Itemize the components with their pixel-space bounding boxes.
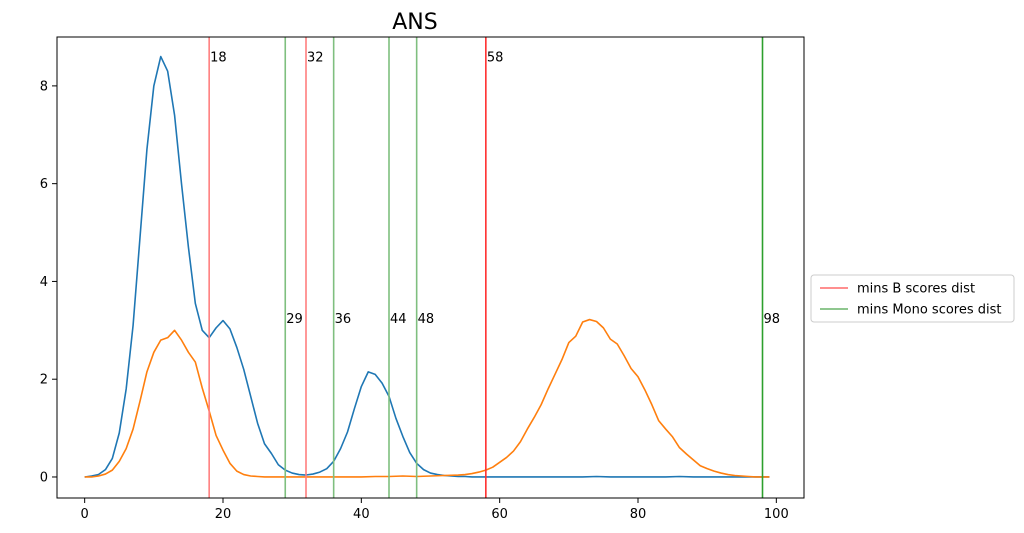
x-tick-label-60: 60 bbox=[491, 507, 508, 522]
y-tick-label-0: 0 bbox=[40, 470, 48, 485]
y-tick-label-8: 8 bbox=[40, 79, 48, 94]
x-tick-label-40: 40 bbox=[353, 507, 370, 522]
legend-box bbox=[810, 274, 1015, 323]
x-tick-label-100: 100 bbox=[764, 507, 789, 522]
axes-frame bbox=[56, 36, 805, 499]
series-line-0 bbox=[84, 55, 770, 478]
vline-label-36: 36 bbox=[335, 312, 352, 327]
vline-label-29: 29 bbox=[286, 312, 303, 327]
y-tick-label-4: 4 bbox=[40, 275, 48, 290]
vline-label-32: 32 bbox=[307, 51, 324, 66]
vline-label-58: 58 bbox=[487, 51, 504, 66]
y-tick-label-2: 2 bbox=[40, 373, 48, 388]
vline-label-18: 18 bbox=[210, 51, 227, 66]
y-tick-label-6: 6 bbox=[40, 177, 48, 192]
x-tick-label-80: 80 bbox=[630, 507, 647, 522]
legend-label-1: mins Mono scores dist bbox=[857, 303, 1002, 318]
legend: mins B scores dist mins Mono scores dist bbox=[810, 274, 1015, 323]
vline-label-44: 44 bbox=[390, 312, 407, 327]
series-line-1 bbox=[84, 318, 770, 478]
legend-label-0: mins B scores dist bbox=[857, 282, 975, 297]
vline-label-98: 98 bbox=[764, 312, 781, 327]
chart-title: ANS bbox=[392, 10, 437, 35]
vline-label-48: 48 bbox=[418, 312, 435, 327]
plot-area: 18 32 58 29 36 44 48 98 0 20 40 60 80 100 0 2 4 6 8 bbox=[40, 36, 805, 522]
x-tick-label-0: 0 bbox=[81, 507, 89, 522]
x-tick-label-20: 20 bbox=[215, 507, 232, 522]
